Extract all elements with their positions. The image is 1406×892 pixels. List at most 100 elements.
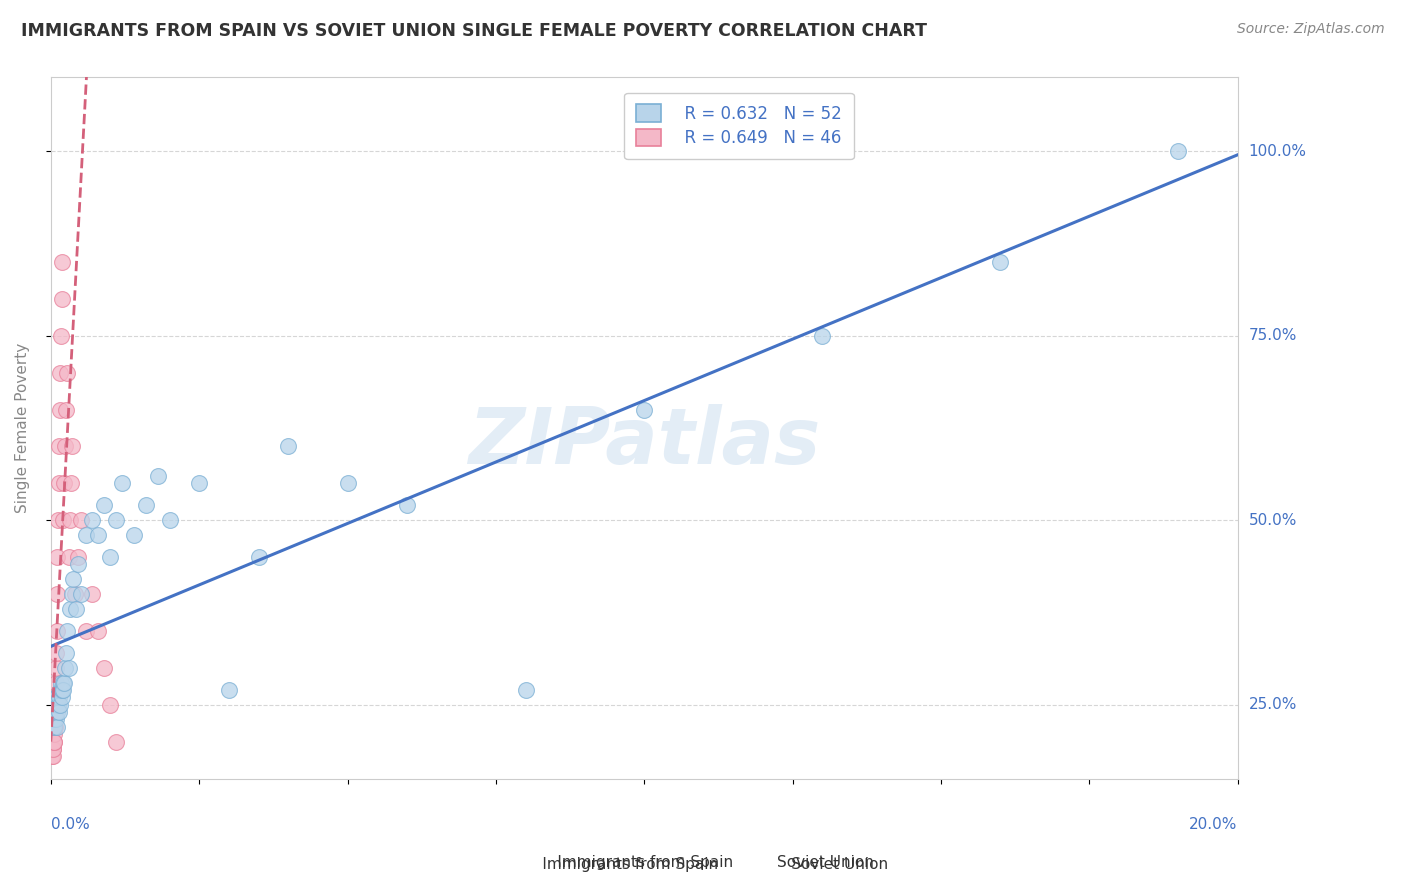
Text: IMMIGRANTS FROM SPAIN VS SOVIET UNION SINGLE FEMALE POVERTY CORRELATION CHART: IMMIGRANTS FROM SPAIN VS SOVIET UNION SI… bbox=[21, 22, 927, 40]
Point bbox=[67, 558, 90, 572]
Point bbox=[82, 513, 104, 527]
Point bbox=[46, 550, 69, 565]
Point bbox=[75, 624, 97, 638]
Point bbox=[51, 292, 73, 306]
Legend:   R = 0.632   N = 52,   R = 0.649   N = 46: R = 0.632 N = 52, R = 0.649 N = 46 bbox=[624, 93, 853, 159]
Text: 20.0%: 20.0% bbox=[1189, 817, 1237, 832]
Point bbox=[93, 499, 115, 513]
Point bbox=[111, 476, 134, 491]
Point bbox=[48, 476, 70, 491]
Point bbox=[45, 705, 67, 719]
Point bbox=[52, 513, 75, 527]
Point bbox=[105, 734, 128, 748]
Point bbox=[53, 439, 76, 453]
Point bbox=[135, 499, 157, 513]
Point bbox=[48, 698, 70, 712]
Point bbox=[42, 727, 65, 741]
Point bbox=[49, 366, 72, 380]
Point bbox=[93, 661, 115, 675]
Point bbox=[59, 513, 82, 527]
Point bbox=[82, 587, 104, 601]
Point bbox=[66, 550, 89, 565]
Point bbox=[336, 476, 359, 491]
Point bbox=[122, 528, 145, 542]
Point bbox=[42, 720, 65, 734]
Point bbox=[41, 749, 63, 764]
Point bbox=[44, 705, 66, 719]
Text: Immigrants from Spain               Soviet Union: Immigrants from Spain Soviet Union bbox=[517, 857, 889, 872]
Point bbox=[247, 550, 270, 565]
Point bbox=[41, 742, 63, 756]
Point bbox=[52, 675, 75, 690]
Point bbox=[58, 550, 80, 565]
Point bbox=[65, 601, 87, 615]
Point bbox=[62, 572, 84, 586]
Text: 0.0%: 0.0% bbox=[51, 817, 90, 832]
Y-axis label: Single Female Poverty: Single Female Poverty bbox=[15, 343, 30, 513]
Point bbox=[63, 587, 86, 601]
Point bbox=[46, 513, 69, 527]
Point bbox=[1167, 145, 1189, 159]
Point bbox=[633, 402, 655, 417]
Point bbox=[811, 328, 834, 343]
Point bbox=[58, 661, 80, 675]
Point bbox=[515, 682, 537, 697]
Point bbox=[49, 675, 72, 690]
Point bbox=[45, 661, 67, 675]
Text: 100.0%: 100.0% bbox=[1249, 144, 1306, 159]
Point bbox=[159, 513, 181, 527]
Point bbox=[69, 513, 91, 527]
Text: 25.0%: 25.0% bbox=[1249, 698, 1296, 712]
Point bbox=[44, 698, 66, 712]
Point bbox=[42, 749, 65, 764]
Point bbox=[218, 682, 240, 697]
Point bbox=[75, 528, 97, 542]
Point bbox=[46, 698, 69, 712]
Point bbox=[56, 366, 79, 380]
Text: 75.0%: 75.0% bbox=[1249, 328, 1296, 343]
Point bbox=[988, 255, 1011, 269]
Point bbox=[48, 690, 70, 705]
Point bbox=[45, 713, 67, 727]
Point bbox=[55, 646, 77, 660]
Point bbox=[52, 675, 75, 690]
Text: Source: ZipAtlas.com: Source: ZipAtlas.com bbox=[1237, 22, 1385, 37]
Point bbox=[60, 439, 83, 453]
Point bbox=[52, 682, 75, 697]
Point bbox=[45, 624, 67, 638]
Point bbox=[44, 720, 66, 734]
Point bbox=[45, 698, 67, 712]
Point bbox=[277, 439, 299, 453]
Point bbox=[52, 476, 75, 491]
Point bbox=[42, 713, 65, 727]
Text: ZIPatlas: ZIPatlas bbox=[468, 404, 820, 480]
Point bbox=[48, 402, 70, 417]
Point bbox=[60, 476, 83, 491]
Point bbox=[53, 661, 76, 675]
Point bbox=[105, 513, 128, 527]
Point bbox=[46, 720, 69, 734]
Point bbox=[44, 705, 66, 719]
Point bbox=[48, 439, 70, 453]
Point bbox=[42, 742, 65, 756]
Point bbox=[44, 720, 66, 734]
Point bbox=[87, 624, 110, 638]
Point bbox=[51, 682, 73, 697]
Point bbox=[45, 690, 67, 705]
Point bbox=[42, 720, 65, 734]
Point bbox=[98, 698, 121, 712]
Point bbox=[41, 734, 63, 748]
Point bbox=[51, 255, 73, 269]
Point bbox=[188, 476, 211, 491]
Point bbox=[60, 587, 83, 601]
Point bbox=[49, 328, 72, 343]
Point bbox=[51, 690, 73, 705]
Point bbox=[56, 624, 79, 638]
Point bbox=[69, 587, 91, 601]
Point bbox=[98, 550, 121, 565]
Point bbox=[44, 734, 66, 748]
Point bbox=[49, 682, 72, 697]
Point bbox=[45, 690, 67, 705]
Point bbox=[45, 675, 67, 690]
Point bbox=[42, 734, 65, 748]
